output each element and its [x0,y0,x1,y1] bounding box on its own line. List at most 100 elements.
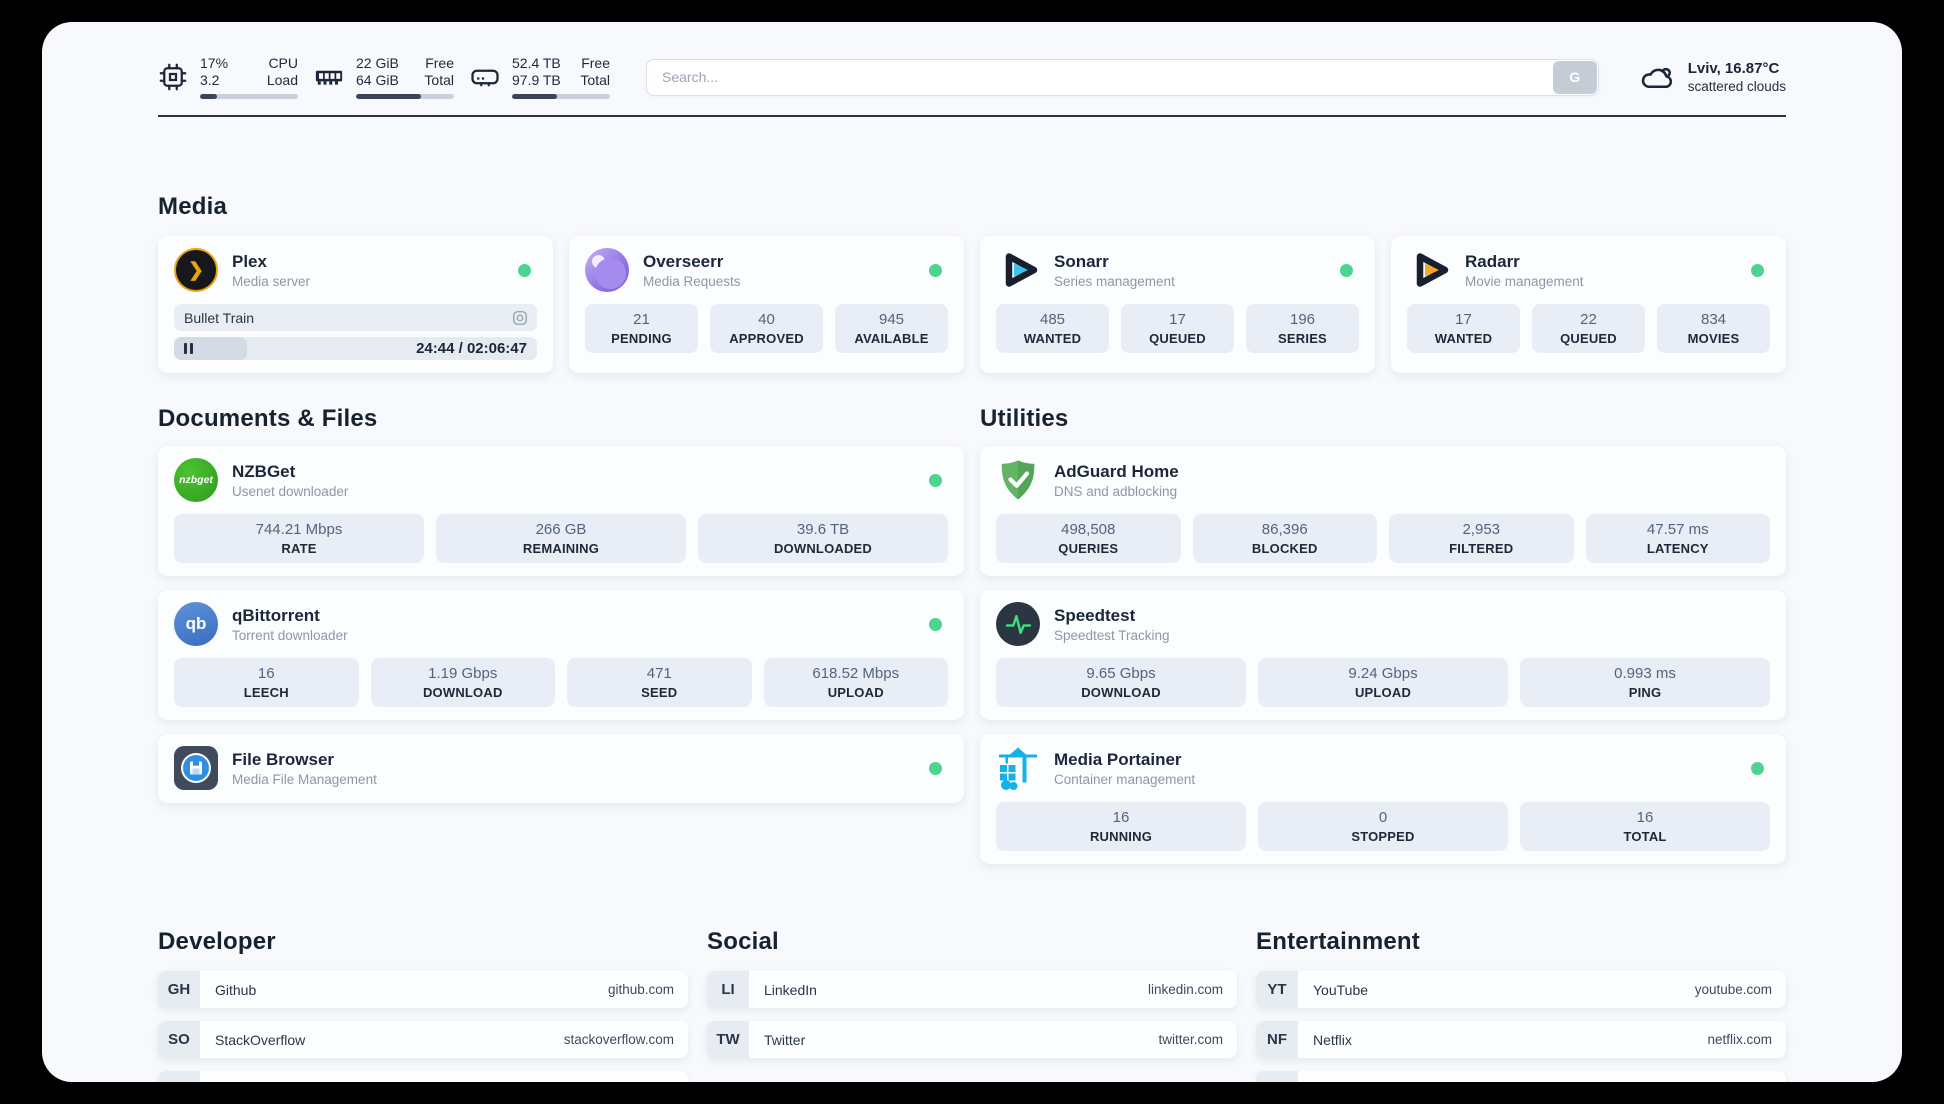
player-progress-bar[interactable]: 24:44 / 02:06:47 [174,337,537,360]
speedtest-icon [996,602,1040,646]
app-name: Media Portainer [1054,749,1182,769]
bookmark-name: Netflix [1313,1031,1352,1048]
stat-box: 39.6 TB DOWNLOADED [698,514,948,563]
cpu-label: CPU [268,55,298,71]
status-dot [929,263,942,277]
app-name: Radarr [1465,251,1520,271]
app-card-plex[interactable]: ❯ Plex Media server Bullet Train [158,236,553,373]
bookmark-abbr: SO [158,1021,200,1058]
bookmark-linkedin[interactable]: LI LinkedIn linkedin.com [707,971,1237,1008]
bookmark-abbr: YT [1256,971,1298,1008]
nzbget-icon: nzbget [174,458,218,502]
ram-free-label: Free [425,55,454,71]
section-documents: Documents & Files nzbget NZBGet Usenet d… [158,405,964,803]
bookmark-abbr: TW [707,1021,749,1058]
system-stats: 17% 3.2 CPU Load [158,55,610,99]
app-subtitle: Torrent downloader [232,627,348,643]
app-card-filebrowser[interactable]: File Browser Media File Management [158,734,964,803]
media-preview-icon[interactable] [511,309,529,327]
section-social: Social LI LinkedIn linkedin.com TW Twitt… [707,928,1237,1082]
bookmark-stackoverflow[interactable]: SO StackOverflow stackoverflow.com [158,1021,688,1058]
radarr-icon [1416,253,1449,287]
stat-box: 618.52 Mbps UPLOAD [763,658,948,707]
stat-box: 16 RUNNING [996,802,1246,851]
app-card-portainer[interactable]: Media Portainer Container management 16 R… [980,734,1786,864]
disk-total: 97.9 TB [512,72,561,88]
weather-widget[interactable]: Lviv, 16.87°C scattered clouds [1639,59,1786,95]
stat-box: 40 APPROVED [710,304,823,353]
bookmark-name: YouTube [1313,981,1369,998]
app-subtitle: Speedtest Tracking [1054,627,1170,643]
app-card-adguard[interactable]: AdGuard Home DNS and adblocking 498,508 Q… [980,446,1786,576]
ram-total-label: Total [424,72,454,88]
stat-box: 2,953 FILTERED [1389,514,1574,563]
header-divider [158,115,1786,117]
app-card-radarr[interactable]: Radarr Movie management 17 WANTED 22 QUEUE… [1391,236,1786,373]
cpu-load-avg: 3.2 [200,72,220,88]
disk-free: 52.4 TB [512,55,561,71]
ram-free: 22 GiB [356,55,399,71]
bookmark-name: DEV [215,1082,638,1083]
top-bar: 17% 3.2 CPU Load [158,48,1786,106]
now-playing-title: Bullet Train [184,309,255,326]
disk-progress-bar [512,94,610,99]
app-card-speedtest[interactable]: Speedtest Speedtest Tracking 9.65 Gbps DO… [980,590,1786,720]
status-dot [1340,263,1353,277]
search-bar: G [646,58,1599,96]
app-subtitle: Usenet downloader [232,483,349,499]
app-name: File Browser [232,749,335,769]
bookmark-github[interactable]: GH Github github.com [158,971,688,1008]
stat-box: 21 PENDING [585,304,698,353]
app-subtitle: Media File Management [232,771,377,787]
disk-free-label: Free [581,55,610,71]
bookmark-reddit[interactable]: RE Reddit reddit.com [1256,1071,1786,1082]
search-engine-button[interactable]: G [1552,60,1597,94]
app-card-overseerr[interactable]: Overseerr Media Requests 21 PENDING 40 APP… [569,236,964,373]
pause-icon[interactable] [184,343,193,354]
app-subtitle: Media server [232,273,311,289]
search-input[interactable] [646,58,1599,96]
cpu-icon [159,63,187,91]
stat-box: 1.19 Gbps DOWNLOAD [370,658,555,707]
section-title-utilities: Utilities [980,405,1069,432]
bookmark-dev[interactable]: DT DEV dev.to [158,1071,688,1082]
cpu-stat-widget: 17% 3.2 CPU Load [158,55,298,99]
section-title-documents: Documents & Files [158,405,378,432]
stat-box: 22 QUEUED [1532,304,1645,353]
bookmark-youtube[interactable]: YT YouTube youtube.com [1256,971,1786,1008]
section-title-media: Media [158,193,228,220]
adguard-icon [1001,460,1035,500]
bookmark-url: netflix.com [1707,1032,1772,1047]
stat-box: 9.65 Gbps DOWNLOAD [996,658,1246,707]
app-name: Sonarr [1054,251,1109,271]
player-time: 24:44 / 02:06:47 [416,340,527,357]
bookmark-name: Reddit [1313,1082,1709,1083]
ram-icon [315,70,343,85]
bookmark-abbr: LI [707,971,749,1008]
filebrowser-icon [174,746,218,790]
bookmark-netflix[interactable]: NF Netflix netflix.com [1256,1021,1786,1058]
stat-box: 0.993 ms PING [1520,658,1770,707]
ram-progress-bar [356,94,454,99]
ram-stat-widget: 22 GiB 64 GiB Free Total [314,55,454,99]
app-subtitle: Movie management [1465,273,1584,289]
section-title-entertainment: Entertainment [1256,928,1420,955]
status-dot [929,473,942,487]
bookmark-name: Twitter [764,1031,806,1048]
app-name: Overseerr [643,251,724,271]
bookmark-abbr: DT [158,1071,200,1082]
now-playing-row[interactable]: Bullet Train [174,304,537,331]
section-title-social: Social [707,928,779,955]
ram-total: 64 GiB [356,72,399,88]
status-dot [929,617,942,631]
app-card-nzbget[interactable]: nzbget NZBGet Usenet downloader 744.21 M… [158,446,964,576]
stat-box: 266 GB REMAINING [436,514,686,563]
stat-box: 744.21 Mbps RATE [174,514,424,563]
app-card-sonarr[interactable]: Sonarr Series management 485 WANTED 17 QUE… [980,236,1375,373]
bookmark-twitter[interactable]: TW Twitter twitter.com [707,1021,1237,1058]
section-developer: Developer GH Github github.com SO StackO… [158,928,688,1082]
app-card-qbittorrent[interactable]: qb qBittorrent Torrent downloader 16 LEEC… [158,590,964,720]
stat-box: 9.24 Gbps UPLOAD [1258,658,1508,707]
disk-stat-widget: 52.4 TB 97.9 TB Free Total [470,55,610,99]
section-utilities: Utilities AdGuard Home DNS and adblockin… [980,405,1786,864]
